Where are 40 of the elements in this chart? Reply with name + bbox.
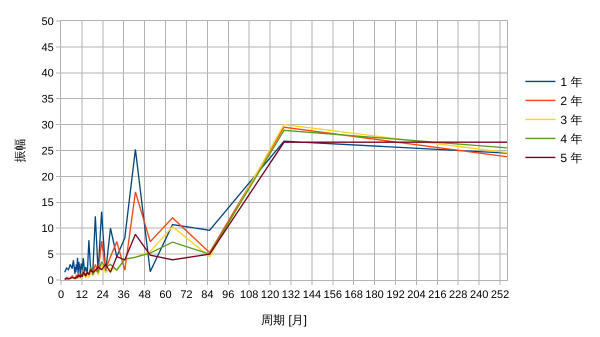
- x-tick-label: 252: [490, 289, 510, 302]
- y-tick-label: 0: [48, 274, 54, 287]
- x-tick-label: 24: [96, 289, 109, 302]
- x-tick-label: 0: [58, 289, 64, 302]
- x-tick-label: 12: [76, 289, 88, 302]
- x-tick-label: 60: [159, 289, 172, 302]
- y-tick-label: 10: [42, 223, 54, 236]
- y-tick-label: 20: [42, 171, 54, 184]
- x-tick-label: 216: [428, 289, 446, 302]
- x-tick-label: 180: [365, 289, 384, 302]
- x-tick-label: 72: [180, 289, 193, 302]
- legend-label: 3 年: [560, 113, 582, 128]
- y-tick-label: 30: [42, 119, 54, 132]
- y-tick-label: 5: [48, 248, 54, 261]
- legend-label: 5 年: [560, 151, 582, 166]
- y-tick-label: 50: [42, 16, 54, 28]
- x-tick-label: 96: [222, 289, 234, 302]
- x-tick-label: 120: [260, 289, 280, 302]
- x-tick-label: 48: [138, 289, 151, 302]
- x-tick-label: 204: [407, 289, 426, 302]
- x-tick-label: 36: [118, 289, 130, 302]
- x-tick-label: 192: [386, 289, 405, 302]
- x-axis-title: 周期 [月]: [260, 313, 308, 328]
- x-tick-label: 132: [282, 289, 300, 302]
- legend-label: 4 年: [560, 132, 582, 146]
- x-tick-label: 240: [470, 289, 488, 302]
- y-axis-title: 振幅: [12, 138, 27, 162]
- y-tick-label: 35: [42, 94, 54, 106]
- y-tick-label: 25: [42, 145, 54, 158]
- x-tick-label: 108: [240, 289, 258, 302]
- x-tick-label: 228: [449, 289, 468, 302]
- y-tick-label: 40: [42, 68, 54, 80]
- x-tick-label: 144: [302, 289, 322, 302]
- x-tick-label: 84: [201, 289, 214, 302]
- legend-label: 1 年: [560, 75, 582, 90]
- y-tick-label: 15: [42, 197, 54, 210]
- y-tick-label: 45: [42, 42, 54, 54]
- legend-label: 2 年: [560, 94, 582, 108]
- x-tick-label: 168: [344, 289, 363, 302]
- x-tick-label: 156: [324, 289, 342, 302]
